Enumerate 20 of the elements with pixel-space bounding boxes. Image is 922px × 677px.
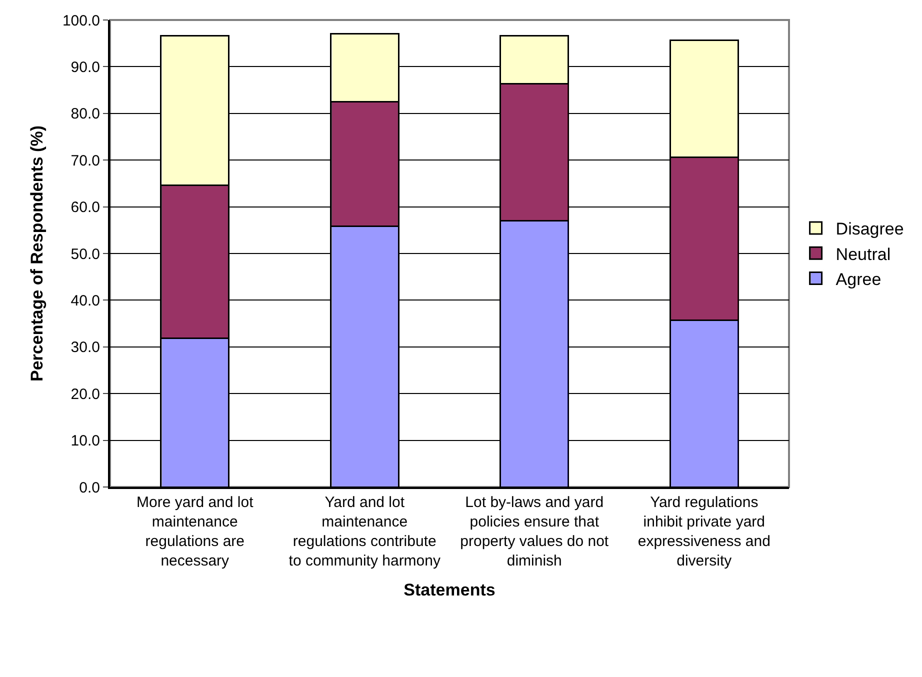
y-tick-label: 90.0 — [70, 58, 100, 76]
y-tick-label: 60.0 — [70, 199, 100, 216]
y-tick-label: 10.0 — [70, 432, 100, 450]
y-tick-label: 40.0 — [70, 292, 100, 310]
y-tick-label: 80.0 — [70, 106, 100, 123]
y-tick-label: 70.0 — [70, 152, 100, 170]
y-tick-label: 20.0 — [70, 386, 100, 403]
legend-label: Neutral — [836, 244, 891, 264]
x-axis-title: Statements — [404, 580, 496, 600]
x-tick-label: Yard regulations inhibit private yard expressiveness and diversity — [638, 494, 770, 570]
y-axis-title: Percentage of Respondents (%) — [28, 126, 47, 382]
y-tick-label: 100.0 — [62, 12, 100, 30]
y-tick-label: 30.0 — [70, 339, 100, 356]
x-tick-label: Yard and lot maintenance regulations contribute to community harmony — [288, 494, 441, 570]
x-tick-label: More yard and lot maintenance regulations are necessary — [136, 494, 254, 570]
x-tick-label: Lot by-laws and yard policies ensure that property values do not diminish — [460, 494, 610, 570]
legend-label: Disagree — [836, 220, 904, 239]
y-tick-label: 50.0 — [70, 246, 100, 263]
legend-label: Agree — [836, 270, 882, 289]
y-tick-label: 0.0 — [79, 479, 100, 496]
